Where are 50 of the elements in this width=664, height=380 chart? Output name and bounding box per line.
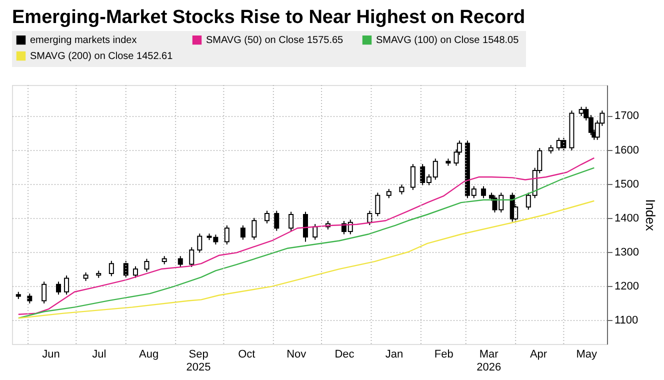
candlestick [189, 246, 194, 268]
x-tick-label: Nov [286, 348, 307, 360]
x-tick-label: Aug [139, 348, 159, 360]
candlestick [312, 224, 318, 240]
y-tick-label: 1300 [614, 246, 639, 258]
legend-label: emerging markets index [30, 35, 137, 46]
y-tick-label: 1500 [614, 178, 639, 190]
candlestick [108, 260, 114, 277]
candlestick [144, 258, 150, 272]
y-axis-title: Index [642, 199, 658, 232]
candlestick [264, 210, 270, 224]
legend-label: SMAVG (200) on Close 1452.61 [30, 51, 174, 62]
candlestick [224, 224, 230, 245]
candlestick [42, 281, 47, 304]
x-tick-label: Sep 2025 [186, 348, 211, 374]
line-series [18, 200, 595, 319]
chart-title: Emerging-Market Stocks Rise to Near Highest on Record [12, 7, 526, 28]
y-tick-label: 1200 [614, 280, 639, 293]
candlestick [178, 256, 183, 268]
x-tick-label: Feb [434, 348, 454, 360]
candlestick [288, 211, 294, 232]
candlestick [399, 184, 404, 195]
x-tick-label: May [576, 348, 598, 360]
x-tick-label: Jan [385, 348, 404, 360]
legend-label: SMAVG (50) on Close 1575.65 [206, 35, 344, 46]
candlestick [252, 217, 257, 240]
candlestick [132, 266, 138, 278]
candlestick [302, 211, 308, 242]
x-tick-label: Apr [530, 348, 548, 360]
candlestick [240, 224, 246, 240]
y-tick-label: 1400 [614, 212, 639, 224]
legend-label: SMAVG (100) on Close 1548.05 [376, 35, 520, 46]
candlestick [197, 233, 202, 254]
x-tick-label: Oct [238, 348, 256, 360]
y-tick-label: 1100 [614, 314, 638, 327]
x-tick-label: Jun [42, 348, 60, 360]
x-tick-label: Dec [334, 348, 355, 360]
candlestick [123, 260, 128, 278]
y-tick-label: 1700 [614, 110, 639, 122]
candlestick [27, 293, 32, 304]
candlestick [274, 210, 280, 232]
candlestick [386, 188, 392, 199]
y-tick-label: 1600 [614, 144, 639, 156]
x-tick-label: Mar 2026 [476, 348, 502, 374]
candlestick [64, 275, 70, 296]
candlestick [375, 192, 380, 217]
candlestick [481, 186, 486, 199]
candlestick [410, 164, 416, 190]
candlestick [56, 281, 62, 296]
x-tick-label: Jul [92, 348, 106, 360]
